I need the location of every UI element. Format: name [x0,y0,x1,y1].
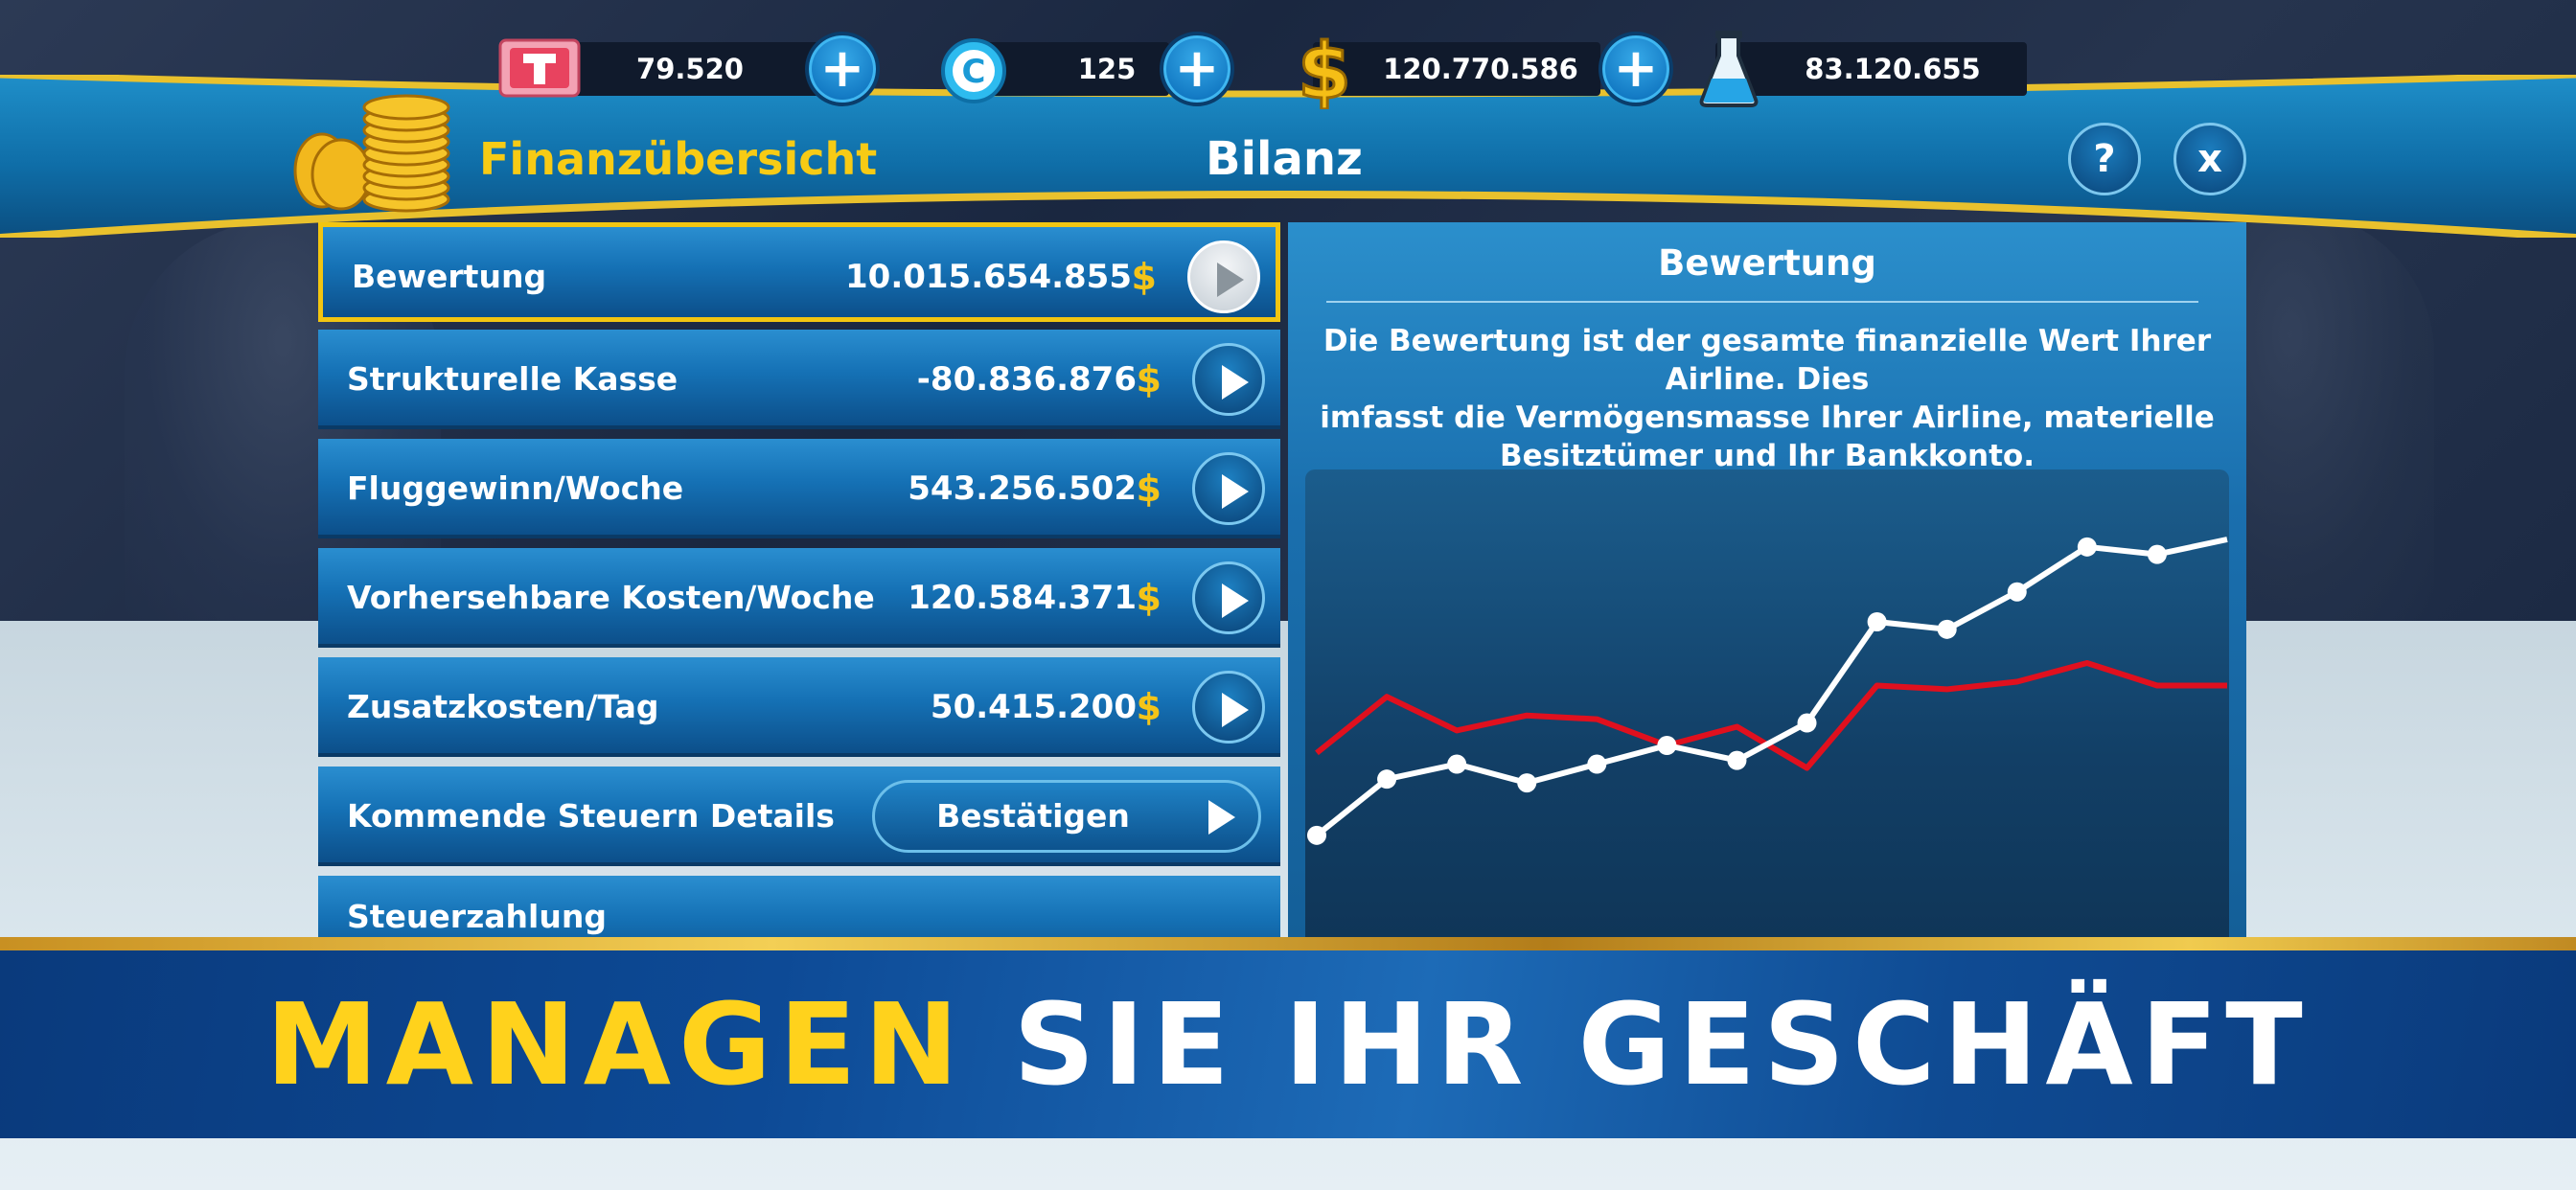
details-button[interactable] [1192,452,1265,525]
description-line: imfasst die Vermögensmasse Ihrer Airline… [1320,400,2215,435]
chart-area [1305,469,2229,937]
details-button[interactable] [1192,561,1265,634]
row-value: -80.836.876 [916,360,1137,399]
data-point [1797,713,1817,733]
data-point [2077,537,2097,557]
valuation-chart [1307,537,2228,845]
row-bewertung[interactable]: Bewertung 10.015.654.855 $ [318,222,1280,322]
data-point [1517,773,1537,793]
promo-banner: MANAGEN SIE IHR GESCHÄFT [0,950,2576,1138]
row-label: Steuerzahlung [347,898,607,935]
data-point [1307,825,1326,845]
description-line: Die Bewertung ist der gesamte finanziell… [1322,324,2212,397]
details-button[interactable] [1187,240,1260,313]
row-label: Bewertung [352,258,547,295]
data-point [1377,769,1397,790]
dollar-sign: $ [1136,358,1162,400]
panel-divider [1326,301,2198,303]
gold-coins-icon [293,94,450,213]
panel-description: Die Bewertung ist der gesamte finanziell… [1288,322,2246,475]
resource-slot-tickets [537,42,853,96]
svg-text:C: C [962,53,986,91]
details-button[interactable] [1192,671,1265,744]
svg-text:$: $ [1298,29,1351,109]
data-point [1657,736,1677,755]
resource-slot-money [1313,42,1600,96]
row-zusatzkosten[interactable]: Zusatzkosten/Tag 50.415.200 $ [318,657,1280,757]
detail-panel: Bewertung Die Bewertung ist der gesamte … [1288,222,2246,937]
row-label: Strukturelle Kasse [347,360,678,398]
row-fluggewinn[interactable]: Fluggewinn/Woche 543.256.502 $ [318,439,1280,538]
series-line-1 [1315,660,2227,771]
ticket-icon [498,38,581,98]
row-vorhersehbare-kosten[interactable]: Vorhersehbare Kosten/Woche 120.584.371 $ [318,548,1280,648]
banner-highlight: MANAGEN [265,978,967,1110]
banner-rest: SIE IHR GESCHÄFT [966,978,2311,1110]
data-point [1937,619,1957,639]
banner-text: MANAGEN SIE IHR GESCHÄFT [0,950,2576,1138]
confirm-button[interactable]: Bestätigen [872,780,1261,853]
close-label: x [2197,137,2222,181]
section-title: Bilanz [1206,132,1363,186]
help-label: ? [2093,137,2116,181]
row-value: 50.415.200 [930,688,1137,726]
description-line: Besitztümer und Ihr Bankkonto. [1500,439,2035,473]
coins-value: 125 [1077,53,1137,85]
dollar-icon: $ [1297,29,1353,109]
data-point [2147,544,2167,564]
add-tickets-button[interactable]: + [805,32,880,106]
money-value: 120.770.586 [1383,53,1578,85]
data-point [1447,754,1467,774]
dollar-sign: $ [1131,256,1157,298]
finance-list: Bewertung 10.015.654.855 $ Strukturelle … [318,222,1280,937]
data-point [2007,582,2027,602]
help-button[interactable]: ? [2068,123,2141,195]
play-arrow-icon [1222,365,1249,400]
row-value: 543.256.502 [908,469,1137,508]
play-arrow-icon [1208,800,1235,835]
dollar-sign: $ [1136,468,1162,510]
row-steuerzahlung: Steuerzahlung [318,876,1280,937]
resource-bar: 79.520 + C 125 + $ 120.770.586 + 83.120.… [0,0,2576,109]
series-line-0 [1315,537,2228,838]
row-label: Fluggewinn/Woche [347,469,684,507]
dollar-sign: $ [1136,577,1162,619]
research-value: 83.120.655 [1805,53,1981,85]
add-coins-button[interactable]: + [1160,32,1234,106]
play-arrow-icon [1217,263,1244,297]
panel-title: Bewertung [1658,242,1876,284]
header-band [0,75,2576,238]
row-kommende-steuern: Kommende Steuern Details Bestätigen [318,767,1280,866]
add-money-button[interactable]: + [1598,32,1673,106]
data-point [1587,754,1607,774]
row-label: Vorhersehbare Kosten/Woche [347,579,875,616]
details-button[interactable] [1192,343,1265,416]
confirm-label: Bestätigen [936,797,1130,835]
page-title: Finanzübersicht [479,133,878,185]
data-point [1727,750,1747,770]
c-coin-icon: C [941,38,1006,103]
row-label: Zusatzkosten/Tag [347,688,659,725]
resource-slot-research [1715,42,2027,96]
row-label: Kommende Steuern Details [347,797,835,835]
play-arrow-icon [1222,693,1249,727]
tickets-value: 79.520 [636,53,744,85]
row-value: 10.015.654.855 [845,258,1132,296]
data-point [1867,612,1887,631]
flask-icon [1699,31,1759,107]
row-value: 120.584.371 [908,579,1137,617]
play-arrow-icon [1222,474,1249,509]
play-arrow-icon [1222,584,1249,618]
close-button[interactable]: x [2174,123,2246,195]
dollar-sign: $ [1136,686,1162,728]
row-strukturelle-kasse[interactable]: Strukturelle Kasse -80.836.876 $ [318,330,1280,429]
banner-gold-trim [0,937,2576,950]
